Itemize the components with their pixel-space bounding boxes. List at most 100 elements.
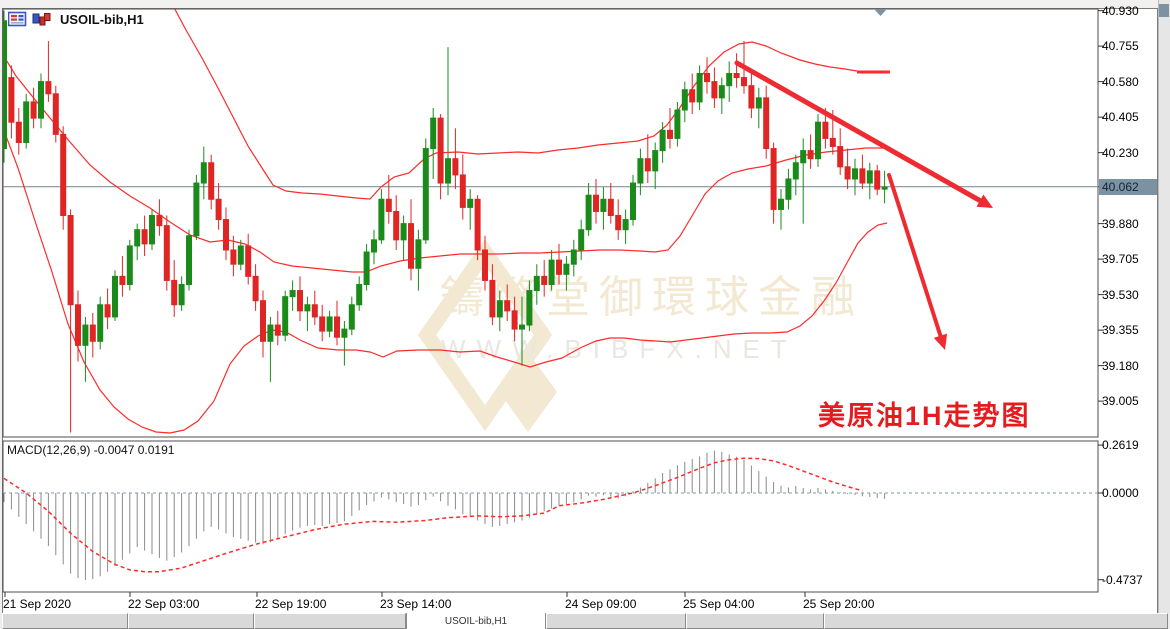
candle-body bbox=[482, 249, 488, 281]
candle-body bbox=[430, 117, 437, 150]
candle-body bbox=[245, 245, 252, 277]
price-axis-label: 39.355 bbox=[1102, 323, 1139, 338]
candle-body bbox=[400, 223, 407, 241]
candle-body bbox=[297, 290, 303, 312]
candle-body bbox=[563, 263, 570, 275]
candle-body bbox=[38, 81, 44, 119]
candle-body bbox=[519, 324, 525, 330]
main-plot-area[interactable] bbox=[2, 8, 1099, 438]
candle-body bbox=[445, 158, 451, 184]
candle-body bbox=[511, 310, 518, 330]
candle-body bbox=[866, 170, 873, 184]
candle-body bbox=[230, 249, 237, 265]
chart-tab[interactable] bbox=[254, 613, 406, 629]
macd-signal-line bbox=[3, 457, 863, 573]
candle-body bbox=[548, 259, 555, 285]
time-axis-label: 25 Sep 20:00 bbox=[803, 597, 875, 611]
candle-body bbox=[526, 290, 533, 326]
candle-body bbox=[763, 97, 770, 150]
macd-axis-label: -0.4737 bbox=[1102, 572, 1143, 587]
candle-body bbox=[704, 73, 710, 83]
scrollbar-thumb[interactable] bbox=[1159, 4, 1169, 17]
trend-arrow-1 bbox=[734, 60, 988, 207]
candle-body bbox=[260, 300, 266, 342]
candle-body bbox=[496, 300, 503, 318]
chart-tab[interactable] bbox=[546, 613, 686, 629]
candle-body bbox=[881, 186, 888, 190]
candle-body bbox=[282, 296, 289, 336]
candle-body bbox=[348, 304, 355, 330]
candle-body bbox=[3, 20, 7, 150]
bar-chart-icon[interactable] bbox=[32, 11, 51, 27]
candle-body bbox=[52, 93, 59, 135]
candle-body bbox=[89, 324, 96, 342]
price-axis-label: 40.230 bbox=[1102, 145, 1139, 160]
candle-body bbox=[622, 219, 629, 231]
active-tab-label: USOIL-bib,H1 bbox=[444, 616, 508, 627]
candle-body bbox=[792, 162, 799, 180]
macd-axis-label: 0.2619 bbox=[1102, 438, 1139, 453]
candle-body bbox=[659, 129, 666, 152]
chart-tab[interactable] bbox=[824, 613, 1168, 629]
candle-body bbox=[378, 198, 385, 241]
price-axis-label: 39.705 bbox=[1102, 252, 1139, 267]
candle-body bbox=[289, 290, 296, 298]
time-axis-label: 21 Sep 2020 bbox=[3, 597, 72, 611]
candle-body bbox=[859, 168, 866, 184]
macd-axis-label: 0.0000 bbox=[1102, 486, 1139, 500]
candle-body bbox=[126, 245, 133, 285]
chart-tab-active[interactable]: USOIL-bib,H1 bbox=[406, 613, 546, 629]
candle-body bbox=[615, 215, 622, 231]
candle-body bbox=[341, 328, 348, 338]
candle-body bbox=[237, 245, 244, 265]
candle-body bbox=[193, 182, 200, 237]
watermark-diamond-icon bbox=[499, 352, 557, 432]
chart-tab[interactable] bbox=[686, 613, 824, 629]
bollinger-upper-band bbox=[174, 9, 890, 200]
time-axis-label: 24 Sep 09:00 bbox=[565, 597, 637, 611]
candle-body bbox=[82, 324, 89, 346]
candle-body bbox=[30, 101, 37, 119]
watermark: 鑄幣堂御環球金融 WWW.BIBFX.NET bbox=[417, 238, 855, 432]
trend-arrow-2 bbox=[887, 173, 945, 344]
candle-body bbox=[208, 162, 215, 200]
chart-window-icon[interactable] bbox=[7, 11, 27, 27]
candles bbox=[3, 10, 888, 433]
current-price-label: 40.062 bbox=[1099, 179, 1157, 195]
candle-body bbox=[667, 129, 673, 139]
bollinger-bands bbox=[3, 9, 890, 434]
candle-body bbox=[541, 275, 548, 285]
candle-body bbox=[630, 182, 636, 221]
candle-body bbox=[171, 279, 178, 306]
candle-body bbox=[474, 198, 481, 251]
candle-body bbox=[689, 89, 696, 103]
price-axis-label: 39.180 bbox=[1102, 358, 1139, 373]
candle-body bbox=[844, 166, 851, 180]
candle-body bbox=[770, 148, 777, 210]
right-scroll-strip[interactable] bbox=[1158, 0, 1170, 629]
candle-body bbox=[356, 283, 363, 306]
candle-body bbox=[319, 316, 326, 332]
candle-body bbox=[408, 223, 414, 269]
candle-body bbox=[585, 194, 592, 231]
candle-body bbox=[696, 73, 703, 103]
candle-body bbox=[741, 77, 747, 87]
candle-body bbox=[326, 316, 333, 332]
title-bar: USOIL-bib,H1 bbox=[7, 10, 144, 28]
trend-arrow-1-head bbox=[976, 194, 993, 208]
price-axis-label: 39.530 bbox=[1102, 287, 1139, 302]
candle-body bbox=[393, 210, 400, 241]
price-axis-label: 40.580 bbox=[1102, 74, 1139, 89]
watermark-diamond-icon bbox=[417, 238, 553, 432]
trend-annotation-text: 美原油1H走势图 bbox=[818, 401, 1031, 431]
chart-tab[interactable] bbox=[128, 613, 254, 629]
bollinger-lower-band bbox=[3, 126, 888, 434]
price-axis-label: 40.755 bbox=[1102, 39, 1139, 54]
chart-tab[interactable] bbox=[2, 613, 128, 629]
candle-body bbox=[60, 133, 67, 217]
candle-body bbox=[467, 198, 474, 208]
candle-body bbox=[437, 117, 444, 184]
candle-body bbox=[815, 121, 821, 160]
candle-body bbox=[711, 81, 718, 99]
